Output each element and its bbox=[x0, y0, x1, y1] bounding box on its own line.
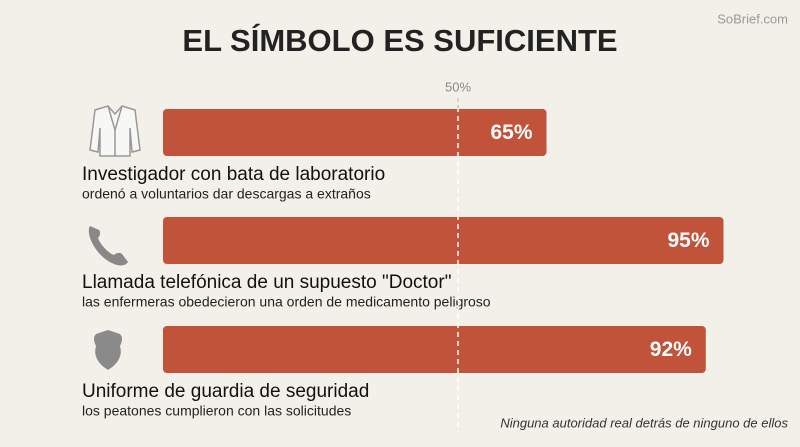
description: los peatones cumplieron con las solicitu… bbox=[82, 403, 351, 419]
shield-icon bbox=[94, 330, 122, 370]
value-label: 92% bbox=[650, 338, 692, 361]
watermark: SoBrief.com bbox=[717, 11, 788, 26]
value-label: 65% bbox=[490, 121, 532, 144]
x-tick-label: 50% bbox=[445, 79, 471, 94]
bar bbox=[163, 217, 724, 264]
category-label: Llamada telefónica de un supuesto "Docto… bbox=[82, 272, 451, 293]
chart-title: EL SÍMBOLO ES SUFICIENTE bbox=[182, 23, 617, 58]
category-label: Uniforme de guardia de seguridad bbox=[82, 381, 369, 402]
description: ordenó a voluntarios dar descargas a ext… bbox=[82, 186, 371, 202]
phone-icon bbox=[88, 226, 128, 266]
lab-coat-icon bbox=[89, 105, 141, 157]
category-label: Investigador con bata de laboratorio bbox=[82, 164, 385, 185]
value-label: 95% bbox=[667, 229, 709, 252]
bar bbox=[163, 326, 706, 373]
footnote: Ninguna autoridad real detrás de ninguno… bbox=[500, 415, 788, 430]
bar bbox=[163, 109, 547, 156]
description: las enfermeras obedecieron una orden de … bbox=[82, 294, 491, 310]
